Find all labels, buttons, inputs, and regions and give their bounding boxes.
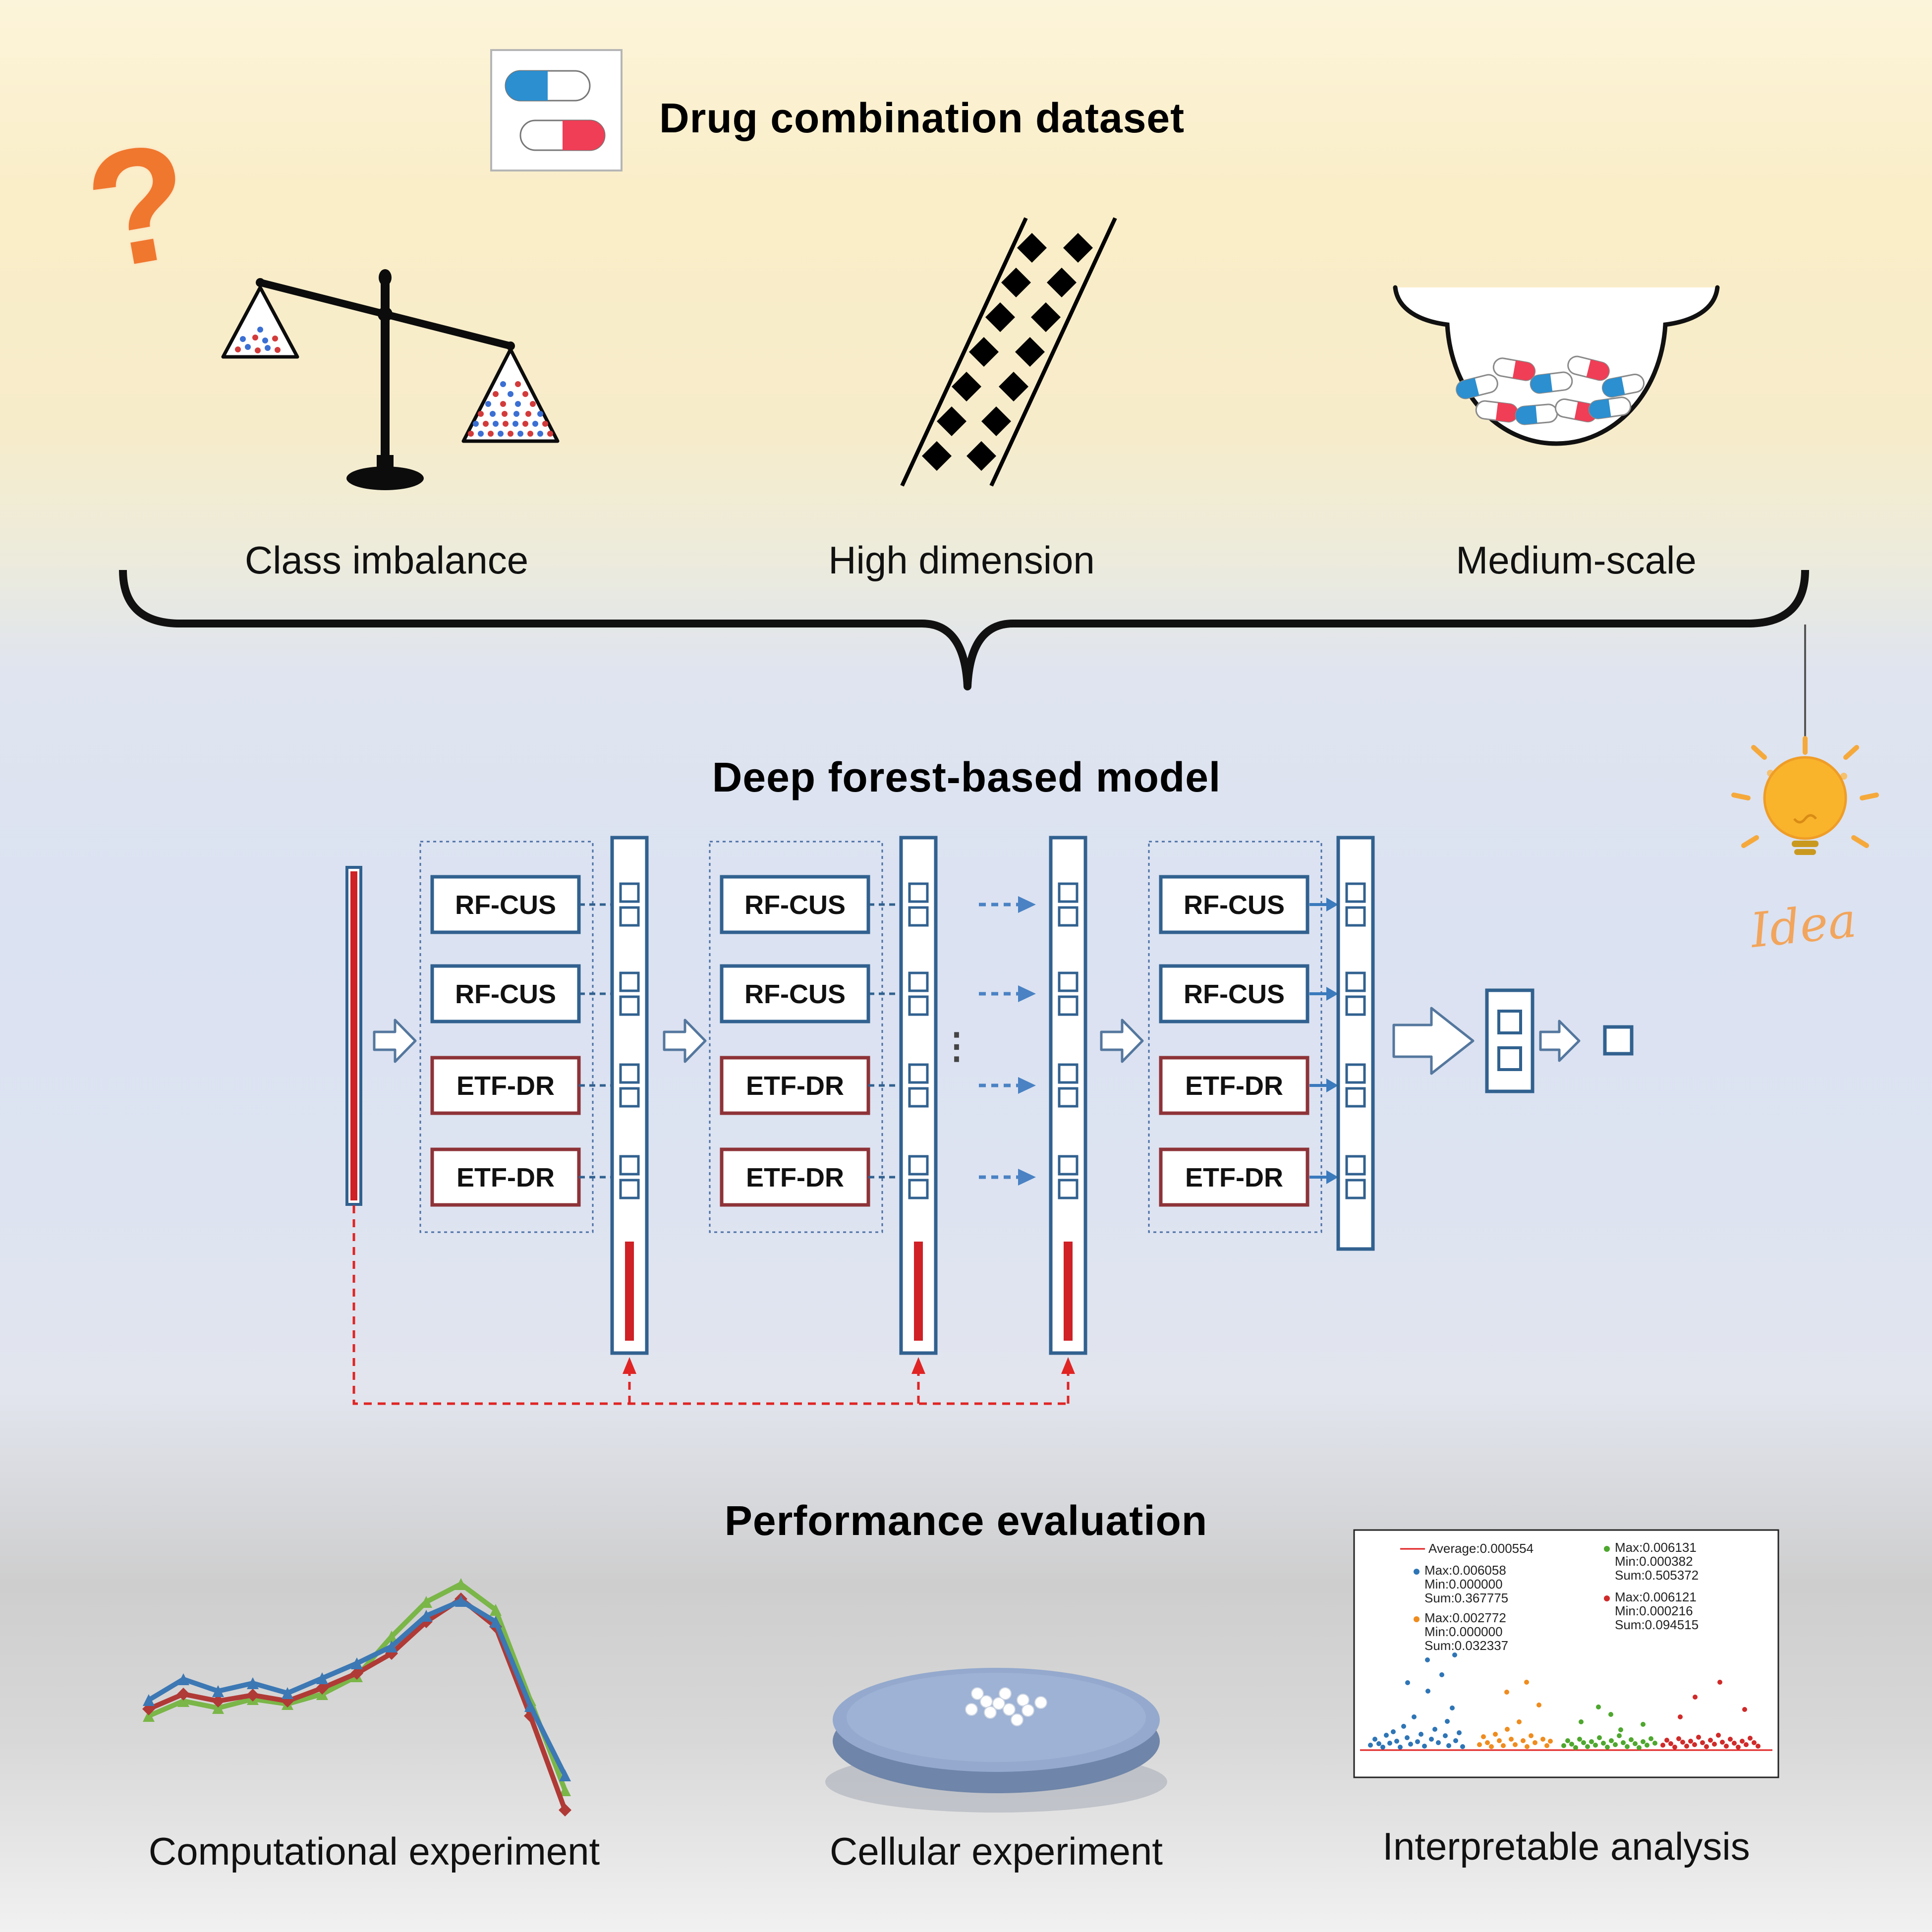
legend-entry: Sum:0.094515 <box>1615 1617 1699 1632</box>
estimator-label: ETF-DR <box>1185 1071 1283 1101</box>
legend-entry: Sum:0.505372 <box>1615 1568 1699 1583</box>
estimator-label: RF-CUS <box>455 890 556 920</box>
legend-entry: Min:0.000000 <box>1424 1624 1503 1639</box>
evaluation-label-interpretable: Interpretable analysis <box>1382 1824 1750 1868</box>
legend-entry: Sum:0.032337 <box>1424 1638 1508 1653</box>
output-prediction-square <box>1603 1025 1634 1056</box>
evaluation-title: Performance evaluation <box>724 1497 1208 1544</box>
petri-dish-icon <box>825 1668 1167 1813</box>
input-feature-bar <box>345 866 362 1206</box>
scatter-plot: Average:0.000554 Max:0.006058 Min:0.0000… <box>1353 1529 1779 1778</box>
deep-forest-diagram: RF-CUS RF-CUS ETF-DR ETF-DR <box>345 836 1634 1405</box>
estimator-label: ETF-DR <box>1185 1163 1283 1193</box>
average-box <box>1485 988 1534 1093</box>
cell-colonies <box>965 1687 1047 1726</box>
idea-label: Idea <box>1747 892 1859 959</box>
probability-column-1 <box>610 836 649 1355</box>
legend-entry: Min:0.000000 <box>1424 1577 1503 1591</box>
bulb-rays <box>1731 736 1879 848</box>
scatter-cluster-blue <box>1368 1652 1465 1750</box>
legend-entry: Min:0.000216 <box>1615 1603 1693 1618</box>
probability-column-4 <box>1336 836 1375 1251</box>
estimator-label: RF-CUS <box>1184 979 1285 1009</box>
scatter-cluster-red <box>1660 1680 1761 1750</box>
scatter-cluster-green <box>1561 1705 1657 1750</box>
arrow-to-average <box>1392 1007 1475 1075</box>
estimator-label: RF-CUS <box>455 979 556 1009</box>
left-pan-pills <box>235 327 281 353</box>
high-dimension-icon <box>900 217 1117 487</box>
probability-column-2 <box>899 836 938 1355</box>
legend-entry: Max:0.002772 <box>1424 1610 1506 1625</box>
skip-dashed-arrows <box>979 896 1036 1186</box>
arrow-layer1-to-layer2 <box>663 1019 707 1063</box>
feature-reuse-dashed-path <box>352 1205 1075 1405</box>
scatter-legend: Average:0.000554 Max:0.006058 Min:0.0000… <box>1400 1540 1699 1653</box>
scatter-cluster-orange <box>1477 1680 1553 1749</box>
evaluation-label-cellular: Cellular experiment <box>830 1829 1163 1873</box>
forest-layer-1: RF-CUS RF-CUS ETF-DR ETF-DR <box>419 841 612 1233</box>
model-title: Deep forest-based model <box>712 754 1221 800</box>
forest-layer-2: RF-CUS RF-CUS ETF-DR ETF-DR <box>709 841 901 1233</box>
estimator-label: RF-CUS <box>744 890 846 920</box>
line-chart <box>142 1578 571 1817</box>
estimator-label: RF-CUS <box>744 979 846 1009</box>
layers-ellipsis: ⋮ <box>939 1026 974 1066</box>
challenge-label-medium-scale: Medium-scale <box>1456 538 1697 582</box>
probability-column-3 <box>1049 836 1087 1355</box>
arrow-to-final-layer <box>1100 1019 1144 1063</box>
balance-scale-icon <box>221 269 560 490</box>
evaluation-label-computational: Computational experiment <box>148 1829 600 1873</box>
question-mark: ? <box>74 107 204 304</box>
pill-capsules-icon <box>490 49 623 171</box>
curly-brace <box>119 570 1809 690</box>
estimator-label: ETF-DR <box>746 1071 844 1101</box>
arrow-to-output <box>1539 1020 1581 1062</box>
estimator-label: RF-CUS <box>1184 890 1285 920</box>
challenge-label-high-dimension: High dimension <box>828 538 1095 582</box>
estimator-label: ETF-DR <box>456 1163 555 1193</box>
legend-entry: Max:0.006058 <box>1424 1563 1506 1578</box>
pill-bowl-icon <box>1393 285 1720 446</box>
challenge-label-class-imbalance: Class imbalance <box>244 538 529 582</box>
right-pan-pills <box>468 381 553 437</box>
estimator-label: ETF-DR <box>456 1071 555 1101</box>
feature-diamonds <box>922 233 1093 471</box>
arrow-input-to-layer1 <box>373 1019 417 1063</box>
dataset-title: Drug combination dataset <box>659 95 1185 141</box>
forest-final-layer: RF-CUS RF-CUS ETF-DR ETF-DR <box>1148 841 1338 1233</box>
legend-entry: Max:0.006121 <box>1615 1590 1697 1604</box>
legend-average: Average:0.000554 <box>1428 1541 1534 1556</box>
estimator-label: ETF-DR <box>746 1163 844 1193</box>
idea-bulb-icon: Idea <box>1731 625 1879 959</box>
legend-entry: Sum:0.367775 <box>1424 1591 1508 1605</box>
legend-entry: Min:0.000382 <box>1615 1554 1693 1569</box>
legend-entry: Max:0.006131 <box>1615 1540 1697 1555</box>
